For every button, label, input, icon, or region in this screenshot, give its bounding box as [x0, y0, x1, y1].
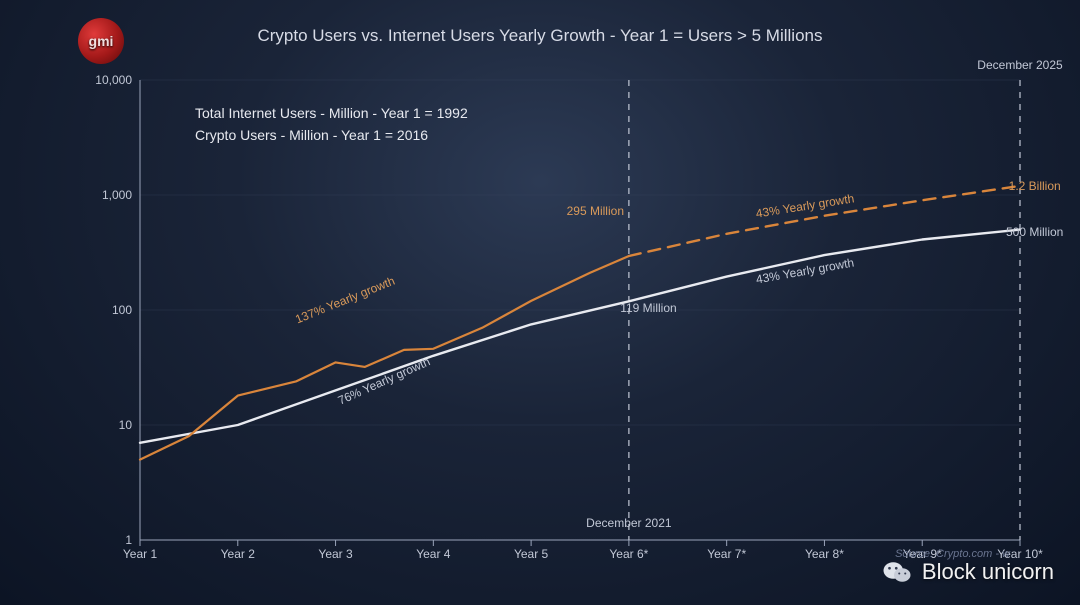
x-tick-label: Year 7* — [707, 547, 746, 561]
chart-annotation: 500 Million — [1006, 225, 1063, 239]
x-tick-label: Year 3 — [318, 547, 352, 561]
watermark-text: Block unicorn — [922, 559, 1054, 585]
chart-annotation: 119 Million — [620, 301, 676, 315]
x-tick-label: Year 6* — [609, 547, 648, 561]
y-tick-label: 100 — [112, 303, 132, 317]
x-tick-label: Year 4 — [416, 547, 450, 561]
chart-frame: gmi Crypto Users vs. Internet Users Year… — [0, 0, 1080, 605]
x-tick-label: Year 8* — [805, 547, 844, 561]
chart-title: Crypto Users vs. Internet Users Yearly G… — [0, 26, 1080, 46]
reference-line-label: December 2025 — [977, 58, 1062, 72]
y-tick-label: 10,000 — [95, 73, 132, 87]
y-tick-label: 1 — [125, 533, 132, 547]
y-tick-label: 1,000 — [102, 188, 132, 202]
reference-line-label: December 2021 — [586, 516, 671, 530]
x-tick-label: Year 2 — [221, 547, 255, 561]
x-tick-label: Year 1 — [123, 547, 157, 561]
watermark: Block unicorn — [882, 557, 1054, 587]
y-tick-label: 10 — [119, 418, 132, 432]
chart-annotation: 295 Million — [567, 204, 624, 218]
x-tick-label: Year 5 — [514, 547, 548, 561]
plot-area: 1101001,00010,000Year 1Year 2Year 3Year … — [140, 80, 1020, 540]
wechat-icon — [882, 557, 912, 587]
chart-annotation: 1.2 Billion — [1009, 179, 1061, 193]
